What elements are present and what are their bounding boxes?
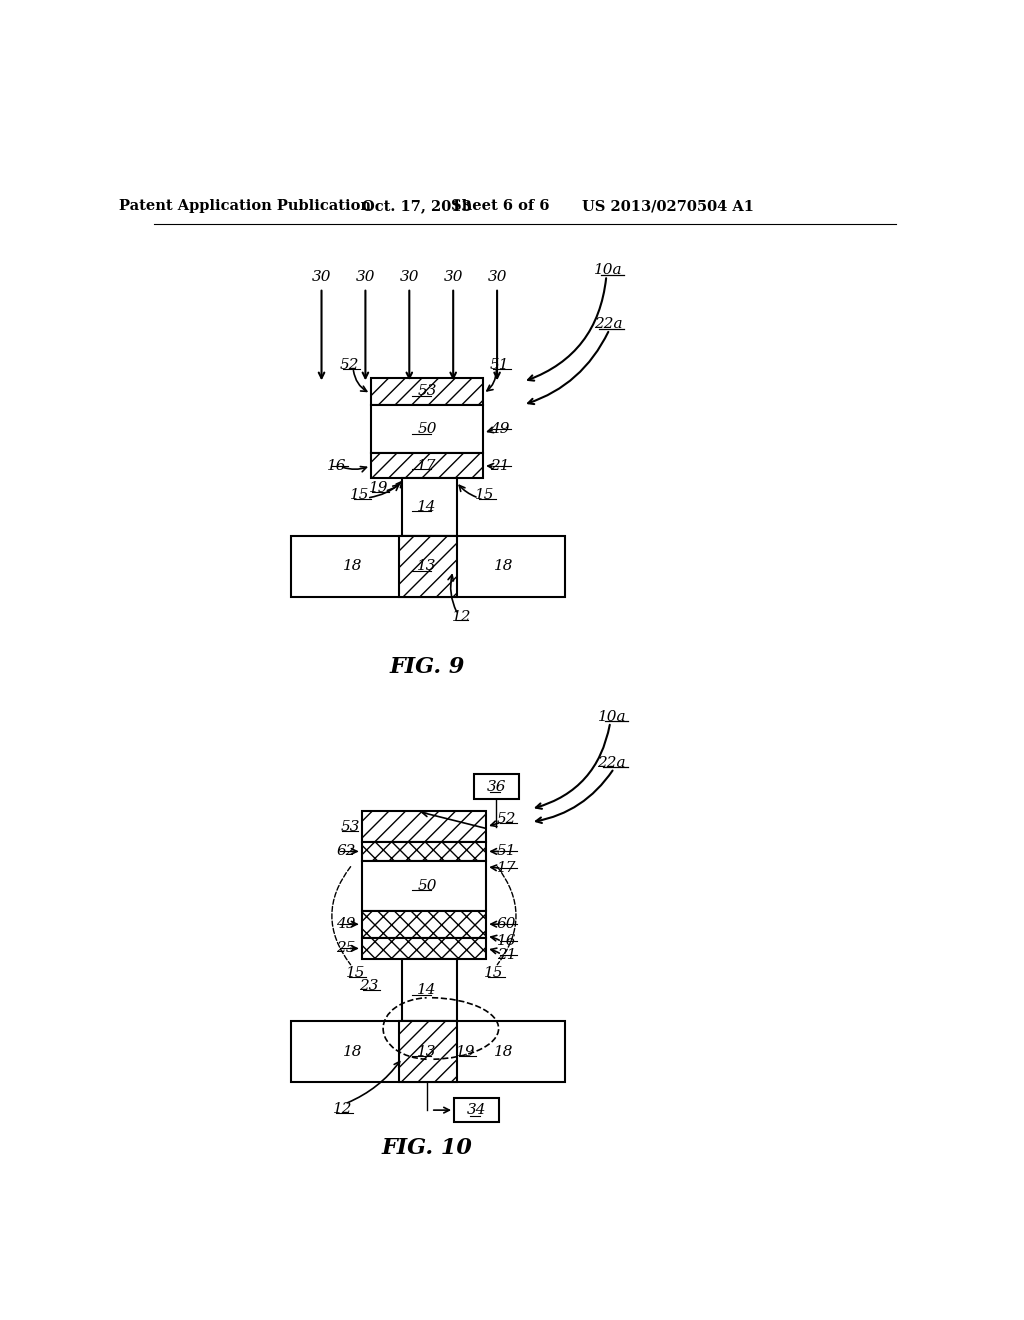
Bar bbox=[371, 453, 483, 478]
Text: 52: 52 bbox=[340, 358, 359, 372]
Text: 52: 52 bbox=[497, 812, 516, 826]
Text: 16: 16 bbox=[497, 935, 516, 949]
Text: 50: 50 bbox=[417, 879, 437, 892]
Text: 13: 13 bbox=[417, 560, 437, 573]
Text: 53: 53 bbox=[340, 820, 359, 834]
Bar bbox=[361, 812, 486, 842]
Text: 14: 14 bbox=[417, 500, 437, 513]
Text: 53: 53 bbox=[417, 384, 437, 399]
Text: 14: 14 bbox=[417, 983, 437, 997]
Text: 19: 19 bbox=[369, 480, 388, 495]
Bar bbox=[361, 842, 486, 861]
Bar bbox=[398, 1020, 457, 1082]
Text: Patent Application Publication: Patent Application Publication bbox=[119, 199, 371, 213]
Text: 10a: 10a bbox=[597, 710, 626, 723]
Bar bbox=[474, 775, 518, 799]
Text: 17: 17 bbox=[497, 862, 516, 875]
Text: 23: 23 bbox=[359, 979, 379, 993]
Text: 49: 49 bbox=[337, 917, 356, 931]
Bar bbox=[454, 1098, 499, 1122]
Text: 21: 21 bbox=[489, 459, 509, 474]
Bar bbox=[401, 478, 457, 536]
Text: 62: 62 bbox=[337, 845, 356, 858]
Text: 15: 15 bbox=[475, 488, 495, 502]
Text: FIG. 10: FIG. 10 bbox=[382, 1137, 472, 1159]
Text: 30: 30 bbox=[399, 271, 419, 284]
Text: 30: 30 bbox=[311, 271, 332, 284]
Text: 25: 25 bbox=[337, 941, 356, 956]
Text: Oct. 17, 2013: Oct. 17, 2013 bbox=[362, 199, 472, 213]
Text: 13: 13 bbox=[417, 1044, 437, 1059]
Text: 15: 15 bbox=[484, 966, 504, 979]
Text: 30: 30 bbox=[487, 271, 507, 284]
Bar bbox=[398, 536, 457, 597]
Text: FIG. 9: FIG. 9 bbox=[389, 656, 465, 677]
Text: 30: 30 bbox=[443, 271, 463, 284]
Bar bbox=[361, 861, 486, 911]
Bar bbox=[371, 405, 483, 453]
Text: 19: 19 bbox=[456, 1044, 475, 1059]
Text: 10a: 10a bbox=[594, 263, 623, 277]
Text: 22a: 22a bbox=[594, 317, 623, 331]
Text: 22a: 22a bbox=[597, 756, 626, 770]
Text: 18: 18 bbox=[343, 560, 362, 573]
Text: 34: 34 bbox=[467, 1104, 486, 1117]
Text: 21: 21 bbox=[497, 948, 516, 961]
Text: 30: 30 bbox=[355, 271, 375, 284]
Text: 16: 16 bbox=[328, 459, 347, 474]
Text: 18: 18 bbox=[343, 1044, 362, 1059]
Bar bbox=[291, 536, 565, 597]
Text: 60: 60 bbox=[497, 917, 516, 931]
Text: 18: 18 bbox=[494, 1044, 513, 1059]
Text: 51: 51 bbox=[489, 358, 509, 372]
Text: 12: 12 bbox=[452, 610, 471, 623]
Text: 15: 15 bbox=[346, 966, 366, 979]
Text: 49: 49 bbox=[489, 422, 509, 437]
Text: 36: 36 bbox=[486, 780, 506, 793]
Text: 50: 50 bbox=[417, 422, 437, 436]
Bar bbox=[291, 1020, 565, 1082]
Bar bbox=[361, 911, 486, 937]
Bar bbox=[401, 960, 457, 1020]
Text: 18: 18 bbox=[494, 560, 513, 573]
Bar bbox=[361, 937, 486, 960]
Text: 51: 51 bbox=[497, 845, 516, 858]
Text: US 2013/0270504 A1: US 2013/0270504 A1 bbox=[582, 199, 754, 213]
Text: 12: 12 bbox=[333, 1102, 352, 1117]
Text: 15: 15 bbox=[350, 488, 370, 502]
Text: 17: 17 bbox=[417, 458, 437, 473]
Bar bbox=[371, 378, 483, 405]
Text: Sheet 6 of 6: Sheet 6 of 6 bbox=[451, 199, 550, 213]
